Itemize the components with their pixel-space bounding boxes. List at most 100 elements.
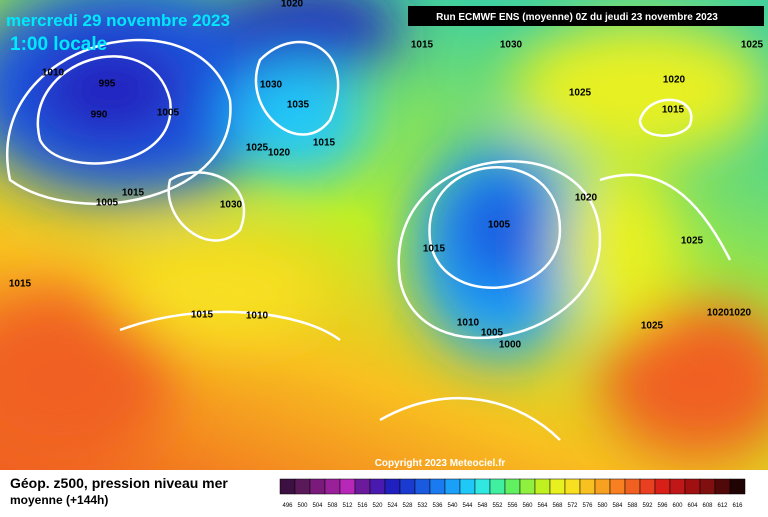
scale-swatch xyxy=(414,478,431,495)
isobar-label: 1025 xyxy=(641,321,664,332)
isobar-label: 1020 xyxy=(663,75,686,86)
scale-swatch xyxy=(624,478,641,495)
isobars xyxy=(6,38,732,441)
scale-swatch xyxy=(729,478,746,495)
scale-label: 612 xyxy=(717,503,728,509)
scale-swatch xyxy=(669,478,686,495)
scale-swatch xyxy=(489,478,506,495)
scale-swatch xyxy=(459,478,476,495)
isobar-label: 1015 xyxy=(122,188,145,199)
scale-label: 528 xyxy=(402,503,413,509)
isobar-label: 1025 xyxy=(246,143,269,154)
isobar-label: 1025 xyxy=(569,88,592,99)
scale-label: 568 xyxy=(552,503,563,509)
isobar-label: 1010 xyxy=(246,311,269,322)
isobar-label: 990 xyxy=(91,110,108,121)
scale-label: 592 xyxy=(642,503,653,509)
scale-label: 560 xyxy=(522,503,533,509)
scale-label: 520 xyxy=(372,503,383,509)
footer-title: Géop. z500, pression niveau mer xyxy=(10,475,228,491)
isobar-label: 1015 xyxy=(9,279,32,290)
scale-swatch xyxy=(429,478,446,495)
geopotential-field xyxy=(0,0,768,470)
scale-swatch xyxy=(339,478,356,495)
scale-swatch xyxy=(654,478,671,495)
scale-label: 536 xyxy=(432,503,443,509)
isobar-label: 1015 xyxy=(662,105,685,116)
scale-label: 616 xyxy=(732,503,743,509)
scale-label: 516 xyxy=(357,503,368,509)
scale-label: 584 xyxy=(612,503,623,509)
scale-swatch xyxy=(399,478,416,495)
color-scale: 496 500 504 508 512 516 520 524 528 532 536 540 544 5… xyxy=(279,478,746,509)
isobar-label: 1025 xyxy=(681,236,704,247)
scale-swatch xyxy=(534,478,551,495)
scale-swatch xyxy=(549,478,566,495)
isobar-label: 1005 xyxy=(96,198,119,209)
scale-swatch xyxy=(639,478,656,495)
scale-label: 532 xyxy=(417,503,428,509)
scale-swatch xyxy=(474,478,491,495)
scale-swatch xyxy=(699,478,716,495)
isobar-label: 995 xyxy=(99,79,116,90)
scale-label: 580 xyxy=(597,503,608,509)
isobar-label: 1030 xyxy=(500,40,523,51)
scale-label: 596 xyxy=(657,503,668,509)
run-banner xyxy=(408,6,764,26)
scale-label: 548 xyxy=(477,503,488,509)
isobar-label: 1020 xyxy=(268,148,291,159)
isobar-label: 1015 xyxy=(411,40,434,51)
isobar-label: 1020 xyxy=(281,0,304,10)
scale-swatch xyxy=(279,478,296,495)
scale-swatch xyxy=(369,478,386,495)
scale-swatch xyxy=(594,478,611,495)
scale-label: 512 xyxy=(342,503,353,509)
scale-label: 504 xyxy=(312,503,323,509)
scale-label: 588 xyxy=(627,503,638,509)
isobar-label: 1015 xyxy=(191,310,214,321)
scale-swatch xyxy=(324,478,341,495)
scale-label: 556 xyxy=(507,503,518,509)
isobar-label: 1030 xyxy=(220,200,243,211)
isobar-label: 1020 xyxy=(575,193,598,204)
scale-swatch xyxy=(564,478,581,495)
scale-swatch xyxy=(354,478,371,495)
isobar-label: 1015 xyxy=(313,138,336,149)
run-info: Run ECMWF ENS (moyenne) 0Z du jeudi 23 n… xyxy=(436,12,718,23)
scale-label: 524 xyxy=(387,503,398,509)
scale-label: 600 xyxy=(672,503,683,509)
scale-swatch xyxy=(309,478,326,495)
time: 1:00 locale xyxy=(10,34,107,55)
scale-label: 500 xyxy=(297,503,308,509)
scale-swatch xyxy=(504,478,521,495)
footer-subtitle: moyenne (+144h) xyxy=(10,493,108,507)
isobar-label: 1005 xyxy=(157,108,180,119)
isobar-label: 1030 xyxy=(260,80,283,91)
scale-swatch xyxy=(519,478,536,495)
scale-label: 552 xyxy=(492,503,503,509)
scale-label: 508 xyxy=(327,503,338,509)
isobar-label: 1010 xyxy=(42,68,65,79)
scale-label: 604 xyxy=(687,503,698,509)
scale-label: 540 xyxy=(447,503,458,509)
scale-swatch xyxy=(384,478,401,495)
scale-label: 608 xyxy=(702,503,713,509)
isobar-label: 1035 xyxy=(287,100,310,111)
scale-swatch xyxy=(444,478,461,495)
isobar-label: 1020 xyxy=(707,308,730,319)
isobar-label: 1000 xyxy=(499,340,522,351)
scale-label: 572 xyxy=(567,503,578,509)
isobar-label: 1015 xyxy=(423,244,446,255)
scale-label: 564 xyxy=(537,503,548,509)
isobar-label: 1025 xyxy=(741,40,764,51)
copyright: Copyright 2023 Meteociel.fr xyxy=(375,458,506,469)
isobar-label: 1020 xyxy=(729,308,752,319)
scale-label: 576 xyxy=(582,503,593,509)
scale-label: 496 xyxy=(282,503,293,509)
scale-swatch xyxy=(609,478,626,495)
scale-label: 544 xyxy=(462,503,473,509)
isobar-label: 1005 xyxy=(488,220,511,231)
scale-swatch xyxy=(294,478,311,495)
